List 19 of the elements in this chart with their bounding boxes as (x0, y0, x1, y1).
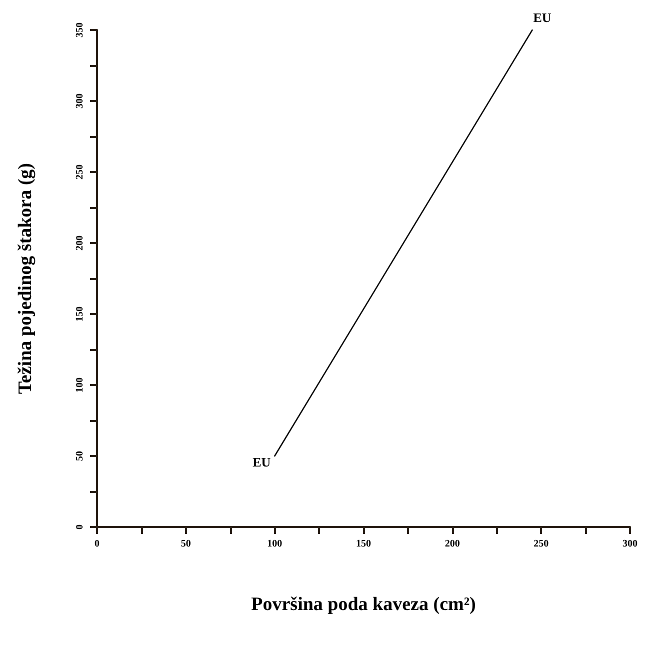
annotation: EU (252, 454, 272, 470)
x-tick-label: 300 (622, 538, 638, 550)
y-tick-label: 350 (74, 22, 86, 38)
x-tick-label: 250 (534, 538, 549, 550)
y-tick-label: 200 (74, 236, 86, 250)
y-tick-label: 100 (74, 378, 86, 392)
y-tick-label: 50 (74, 451, 86, 461)
y-tick-label: 0 (74, 524, 86, 530)
x-tick-label: 0 (94, 538, 100, 550)
y-axis-title: Težina pojedinog štakora (g) (15, 162, 36, 394)
y-tick-label: 150 (74, 306, 86, 322)
x-tick-label: 100 (267, 538, 282, 550)
x-tick-label: 150 (356, 538, 371, 550)
x-tick-label: 200 (444, 538, 460, 550)
x-tick-label: 50 (180, 538, 191, 550)
y-tick-label: 300 (74, 94, 86, 108)
annotation: EU (533, 10, 552, 25)
x-axis-title: Površina poda kaveza (cm²) (251, 594, 476, 615)
y-tick-label: 250 (74, 164, 86, 180)
